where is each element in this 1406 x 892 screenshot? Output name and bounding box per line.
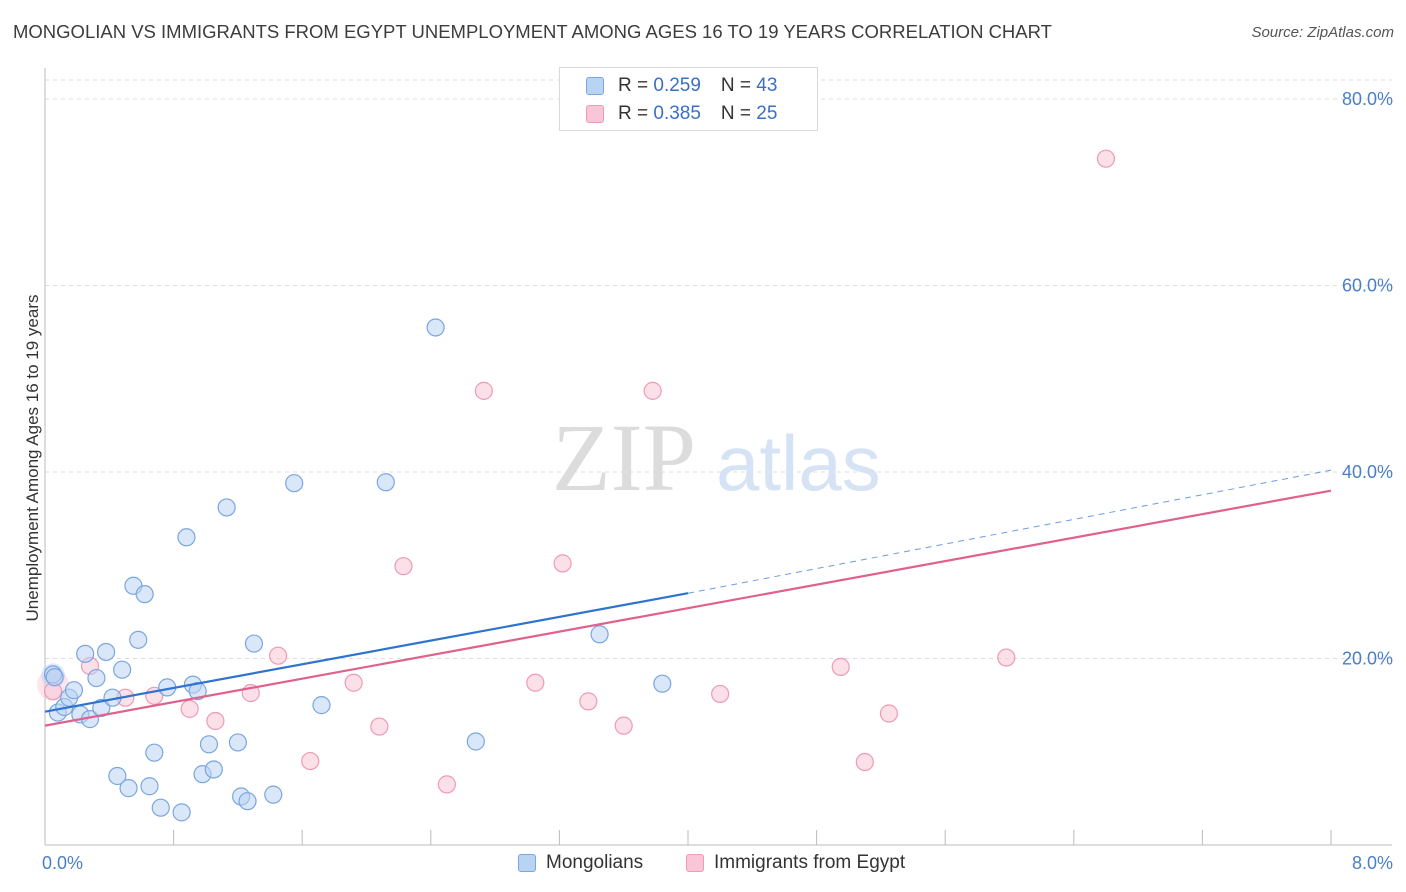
mongolians-point	[653, 674, 672, 693]
egypt-point	[301, 751, 320, 771]
mongolians-point	[96, 642, 116, 662]
mongolians-point	[285, 474, 304, 493]
mongolians-point	[76, 644, 95, 663]
mongolians-point	[590, 625, 609, 644]
mongolians-point	[466, 732, 485, 751]
mongolians-point	[204, 760, 223, 779]
egypt-point	[344, 673, 363, 692]
legend-n-value: 43	[756, 75, 778, 96]
egypt-point	[1096, 149, 1116, 168]
legend-n-label: N =	[720, 103, 757, 124]
mongolians-point	[312, 696, 331, 715]
egypt-point	[394, 557, 413, 576]
mongolians-point	[264, 785, 283, 804]
legend: R = 0.259 N = 43 R = 0.385 N = 25	[559, 67, 818, 131]
mongolians-point	[108, 766, 127, 786]
mongolians-point	[177, 528, 196, 547]
mongolians-point	[172, 803, 191, 822]
legend-r-value: 0.385	[653, 103, 701, 124]
mongolians-point	[244, 634, 264, 653]
legend-r-value: 0.259	[653, 75, 701, 96]
watermark: ZIP atlas	[552, 404, 881, 511]
grid-lines	[45, 79, 1392, 659]
mongolians-point	[228, 733, 247, 752]
y-tick-label: 80.0%	[1342, 89, 1393, 109]
mongolians-point	[145, 743, 164, 762]
egypt-trend-line	[44, 489, 1332, 727]
y-tick-label: 20.0%	[1342, 649, 1393, 669]
legend-n-label: N =	[720, 75, 757, 96]
legend-row-mongolians: R = 0.259 N = 43	[586, 73, 777, 99]
legend-r-label: R =	[618, 103, 654, 124]
egypt-point	[370, 717, 389, 736]
mongolians-swatch	[586, 77, 604, 95]
mongolians-point	[199, 735, 219, 754]
axes	[44, 68, 1392, 846]
egypt-point	[268, 646, 288, 665]
egypt-point	[526, 673, 545, 692]
y-tick-label: 40.0%	[1342, 462, 1393, 482]
mongolians-point	[140, 777, 159, 796]
mongolians-point	[135, 585, 154, 604]
mongolians-trend-line	[44, 592, 689, 713]
watermark-atlas: atlas	[716, 419, 881, 507]
egypt-point	[997, 648, 1016, 667]
mongolians-point	[129, 630, 148, 649]
mongolians-point	[426, 318, 445, 337]
legend-n-value: 25	[756, 103, 778, 124]
y-axis-label: Unemployment Among Ages 16 to 19 years	[23, 295, 42, 622]
mongolians-point	[217, 498, 236, 517]
mongolians-point	[376, 473, 395, 492]
legend-r-label: R =	[618, 75, 654, 96]
egypt-point	[614, 716, 633, 735]
egypt-point	[553, 554, 572, 573]
egypt-point	[474, 381, 493, 400]
egypt-point	[855, 752, 874, 772]
egypt-point	[206, 711, 225, 731]
egypt-swatch	[686, 854, 704, 872]
bottom-legend-mongolians: Mongolians	[518, 852, 643, 874]
trend-lines	[44, 469, 1332, 727]
bottom-legend-label: Immigrants from Egypt	[714, 852, 906, 873]
egypt-point	[643, 381, 662, 400]
mongolians-point	[119, 779, 138, 798]
mongolians-point	[64, 681, 84, 700]
mongolians-point	[151, 798, 170, 817]
x-tick-label: 0.0%	[42, 853, 83, 873]
egypt-swatch	[586, 105, 604, 123]
mongolians-point	[113, 660, 132, 679]
mongolians-swatch	[518, 854, 536, 872]
tick-labels: 20.0% 40.0% 60.0% 80.0% 0.0% 8.0%	[42, 89, 1393, 873]
egypt-point	[579, 692, 598, 711]
egypt-point	[879, 704, 899, 723]
egypt-point	[711, 684, 730, 704]
mongolians-point	[45, 668, 64, 687]
egypt-point	[831, 657, 850, 676]
y-tick-label: 60.0%	[1342, 276, 1393, 296]
legend-row-egypt: R = 0.385 N = 25	[586, 101, 777, 127]
mongolians-point	[87, 668, 106, 688]
bottom-legend-egypt: Immigrants from Egypt	[686, 852, 905, 874]
bottom-legend: Mongolians Immigrants from Egypt	[0, 852, 1406, 878]
source-label: Source: ZipAtlas.com	[1251, 24, 1394, 41]
watermark-zip: ZIP	[552, 404, 696, 511]
egypt-point	[437, 775, 456, 794]
bottom-legend-label: Mongolians	[546, 852, 644, 873]
mongolians-point	[238, 792, 257, 811]
chart-title: MONGOLIAN VS IMMIGRANTS FROM EGYPT UNEMP…	[13, 21, 1052, 42]
x-tick-label: 8.0%	[1352, 853, 1393, 873]
egypt-point	[180, 699, 199, 718]
